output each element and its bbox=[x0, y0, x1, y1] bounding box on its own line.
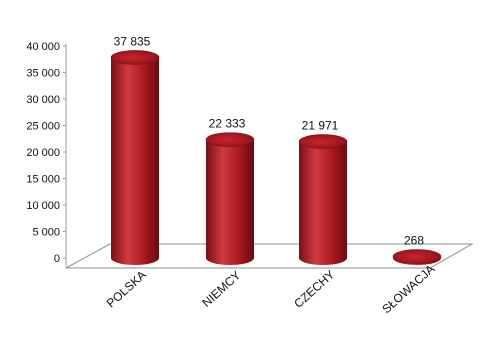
x-tick-label: CZECHY bbox=[291, 267, 337, 310]
floor-plane bbox=[65, 243, 474, 269]
data-label: 268 bbox=[404, 234, 424, 248]
floor bbox=[65, 243, 474, 269]
data-label: 21 971 bbox=[302, 119, 339, 133]
data-label: 37 835 bbox=[114, 34, 151, 48]
bar-top bbox=[392, 249, 442, 264]
y-tick-label: 5 000 bbox=[32, 227, 60, 239]
y-axis: 0 5 000 10 000 15 000 20 000 25 000 30 000 35 0… bbox=[26, 41, 67, 268]
x-tick-labels: POLSKA NIEMCY CZECHY SŁOWACJA bbox=[104, 262, 438, 316]
y-tick-label: 10 000 bbox=[26, 200, 60, 212]
x-tick-label: NIEMCY bbox=[199, 268, 243, 310]
y-tick-label: 15 000 bbox=[26, 174, 60, 186]
x-tick-label: SŁOWACJA bbox=[379, 262, 437, 316]
bar bbox=[392, 249, 442, 265]
bar-body bbox=[299, 141, 347, 265]
y-tick-label: 40 000 bbox=[26, 41, 60, 53]
bar bbox=[298, 134, 348, 265]
bar-top bbox=[110, 50, 160, 65]
y-tick-label: 0 bbox=[54, 253, 60, 265]
bar-body bbox=[111, 57, 159, 265]
bar-top bbox=[205, 132, 255, 147]
y-tick-labels: 0 5 000 10 000 15 000 20 000 25 000 30 000 35 0… bbox=[26, 41, 66, 265]
x-tick-label: POLSKA bbox=[104, 268, 149, 311]
bar bbox=[205, 132, 255, 265]
bars bbox=[110, 50, 442, 265]
y-tick-label: 25 000 bbox=[26, 121, 60, 133]
y-tick-label: 35 000 bbox=[26, 68, 60, 80]
y-tick-label: 20 000 bbox=[26, 147, 60, 159]
data-label: 22 333 bbox=[209, 117, 246, 131]
y-tick-label: 30 000 bbox=[26, 94, 60, 106]
bar-body bbox=[206, 139, 254, 265]
bar bbox=[110, 50, 160, 265]
bar-top bbox=[298, 134, 348, 149]
data-labels: 37 835 22 333 21 971 268 bbox=[114, 34, 425, 247]
